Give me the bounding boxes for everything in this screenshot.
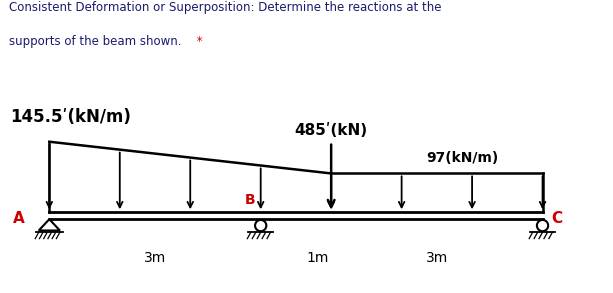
Text: 3m: 3m bbox=[425, 251, 448, 265]
Text: 145.5ʹ(kN/m): 145.5ʹ(kN/m) bbox=[10, 108, 131, 126]
Text: supports of the beam shown.: supports of the beam shown. bbox=[9, 35, 181, 48]
Text: *: * bbox=[193, 35, 203, 48]
Text: Consistent Deformation or Superposition: Determine the reactions at the: Consistent Deformation or Superposition:… bbox=[9, 1, 442, 14]
Text: C: C bbox=[551, 211, 562, 226]
Text: 1m: 1m bbox=[306, 251, 329, 265]
Text: A: A bbox=[13, 211, 25, 226]
Text: 485ʹ(kN): 485ʹ(kN) bbox=[295, 123, 368, 138]
Text: 97(kN/m): 97(kN/m) bbox=[426, 151, 498, 165]
Text: B: B bbox=[245, 193, 255, 207]
Text: 3m: 3m bbox=[144, 251, 166, 265]
